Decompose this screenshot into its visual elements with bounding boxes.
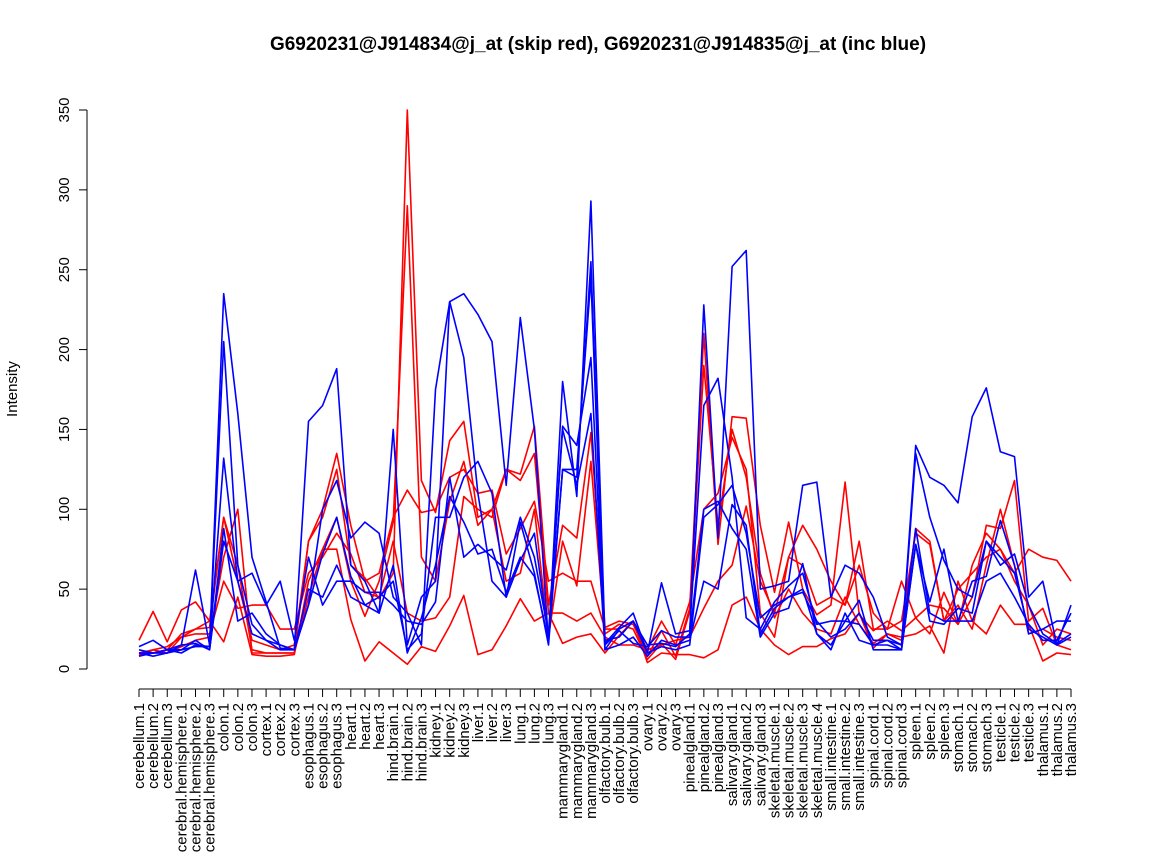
x-tick-label: kidney.3 xyxy=(456,703,473,758)
x-tick-label: salivary.gland.1 xyxy=(724,703,741,806)
x-tick-label: liver.3 xyxy=(498,703,515,742)
x-tick-label: hind.brain.2 xyxy=(399,703,416,781)
chart-title: G6920231@J914834@j_at (skip red), G69202… xyxy=(270,34,926,55)
x-tick-label: spinal.cord.3 xyxy=(894,703,911,788)
y-tick-label: 300 xyxy=(56,177,73,202)
x-tick-label: thalamus.2 xyxy=(1049,703,1066,776)
x-tick-label: liver.2 xyxy=(484,703,501,742)
x-tick-label: skeletal.muscle.1 xyxy=(766,703,783,818)
x-tick-label: stomach.2 xyxy=(964,703,981,772)
x-tick-label: testicle.2 xyxy=(1007,703,1024,762)
skip-red-series-line xyxy=(139,109,1072,658)
x-tick-label: esophagus.1 xyxy=(300,703,317,789)
skip-red-series-line xyxy=(138,548,1072,666)
x-tick-label: skeletal.muscle.3 xyxy=(795,703,812,818)
x-tick-label: esophagus.2 xyxy=(315,703,332,789)
series-lines xyxy=(138,109,1072,666)
x-tick-label: olfactory.bulb.2 xyxy=(611,703,628,804)
x-tick-label: pinealgland.3 xyxy=(710,703,727,792)
x-tick-label: lung.1 xyxy=(512,703,529,744)
x-tick-label: cerebral.hemisphere.3 xyxy=(202,703,219,852)
x-axis: cerebellum.1cerebellum.2cerebellum.3cere… xyxy=(131,688,1080,852)
x-tick-label: cerebral.hemisphere.2 xyxy=(187,703,204,852)
x-tick-label: heart.2 xyxy=(357,703,374,750)
y-tick-label: 50 xyxy=(56,581,73,598)
x-tick-label: hind.brain.1 xyxy=(385,703,402,781)
x-tick-label: salivary.gland.2 xyxy=(738,703,755,806)
x-tick-label: spleen.3 xyxy=(936,703,953,760)
x-tick-label: cortex.2 xyxy=(272,703,289,756)
x-tick-label: liver.1 xyxy=(470,703,487,742)
skip-red-series-line xyxy=(138,205,1072,661)
x-tick-label: stomach.3 xyxy=(978,703,995,772)
inc-blue-series-line xyxy=(138,200,1072,654)
x-tick-label: olfactory.bulb.1 xyxy=(597,703,614,804)
x-tick-label: spleen.1 xyxy=(908,703,925,760)
inc-blue-series-line xyxy=(138,356,1071,654)
y-tick-label: 100 xyxy=(56,497,73,522)
x-tick-label: cerebellum.2 xyxy=(145,703,162,789)
x-tick-label: mammarygland.2 xyxy=(569,703,586,819)
x-tick-label: colon.2 xyxy=(230,703,247,751)
x-tick-label: testicle.1 xyxy=(992,703,1009,762)
x-tick-label: salivary.gland.3 xyxy=(752,703,769,806)
x-tick-label: cerebral.hemisphere.1 xyxy=(173,703,190,852)
x-tick-label: colon.1 xyxy=(216,703,233,751)
x-tick-label: testicle.3 xyxy=(1021,703,1038,762)
x-tick-label: cortex.1 xyxy=(258,703,275,756)
x-tick-label: spinal.cord.1 xyxy=(865,703,882,788)
x-tick-label: colon.3 xyxy=(244,703,261,751)
x-tick-label: small.intestine.2 xyxy=(837,703,854,811)
x-tick-label: mammarygland.3 xyxy=(583,703,600,819)
x-tick-label: spleen.2 xyxy=(922,703,939,760)
x-tick-label: cerebellum.1 xyxy=(131,703,148,789)
x-tick-label: esophagus.3 xyxy=(329,703,346,789)
x-tick-label: kidney.1 xyxy=(428,703,445,758)
x-tick-label: thalamus.3 xyxy=(1063,703,1080,776)
x-tick-label: lung.3 xyxy=(541,703,558,744)
y-axis-label: Intensity xyxy=(4,361,21,417)
x-tick-label: thalamus.1 xyxy=(1035,703,1052,776)
y-tick-label: 250 xyxy=(56,257,73,282)
x-tick-label: small.intestine.1 xyxy=(823,703,840,811)
x-tick-label: pinealgland.1 xyxy=(682,703,699,792)
x-tick-label: pinealgland.2 xyxy=(696,703,713,792)
x-tick-label: heart.1 xyxy=(343,703,360,750)
x-tick-label: olfactory.bulb.3 xyxy=(625,703,642,804)
y-axis: 0 50 100 150 200 250 300 350 xyxy=(56,97,88,673)
x-tick-label: ovary.3 xyxy=(668,703,685,751)
x-tick-label: skeletal.muscle.4 xyxy=(809,703,826,818)
x-tick-label: small.intestine.3 xyxy=(851,703,868,811)
y-tick-label: 350 xyxy=(56,97,73,122)
x-tick-label: stomach.1 xyxy=(950,703,967,772)
x-tick-label: cerebellum.3 xyxy=(159,703,176,789)
x-tick-label: ovary.1 xyxy=(639,703,656,751)
x-tick-label: lung.2 xyxy=(526,703,543,744)
y-tick-label: 0 xyxy=(56,665,73,673)
x-tick-label: ovary.2 xyxy=(653,703,670,751)
x-tick-label: cortex.3 xyxy=(286,703,303,756)
inc-blue-series-line xyxy=(138,276,1072,657)
x-tick-label: hind.brain.3 xyxy=(413,703,430,781)
x-tick-label: kidney.2 xyxy=(442,703,459,758)
y-tick-label: 150 xyxy=(56,417,73,442)
x-tick-label: spinal.cord.2 xyxy=(879,703,896,788)
x-tick-label: skeletal.muscle.2 xyxy=(781,703,798,818)
x-tick-label: heart.3 xyxy=(371,703,388,750)
y-tick-label: 200 xyxy=(56,337,73,362)
x-tick-label: mammarygland.1 xyxy=(555,703,572,819)
